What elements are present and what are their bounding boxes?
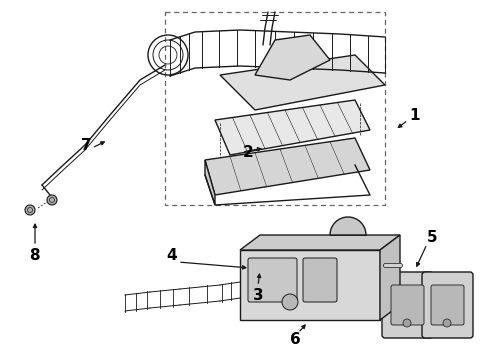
Polygon shape (380, 235, 400, 320)
Bar (240, 250, 380, 320)
Circle shape (25, 205, 35, 215)
Polygon shape (255, 35, 330, 80)
Wedge shape (330, 217, 366, 235)
Text: 2: 2 (243, 144, 253, 159)
FancyBboxPatch shape (248, 258, 297, 302)
FancyBboxPatch shape (431, 285, 464, 325)
Text: 5: 5 (427, 230, 437, 244)
Text: 4: 4 (167, 248, 177, 264)
Text: 8: 8 (29, 248, 39, 262)
FancyBboxPatch shape (422, 272, 473, 338)
Text: 3: 3 (253, 288, 263, 302)
Text: 1: 1 (410, 108, 420, 122)
Polygon shape (205, 160, 215, 205)
FancyBboxPatch shape (382, 272, 433, 338)
Polygon shape (240, 235, 400, 250)
Circle shape (443, 319, 451, 327)
Text: 6: 6 (290, 333, 300, 347)
Polygon shape (215, 100, 370, 155)
Polygon shape (220, 55, 385, 110)
FancyBboxPatch shape (303, 258, 337, 302)
Polygon shape (205, 138, 370, 195)
Circle shape (282, 294, 298, 310)
Text: 7: 7 (81, 138, 91, 153)
FancyBboxPatch shape (391, 285, 424, 325)
Circle shape (47, 195, 57, 205)
Bar (165, 12, 385, 205)
Circle shape (403, 319, 411, 327)
